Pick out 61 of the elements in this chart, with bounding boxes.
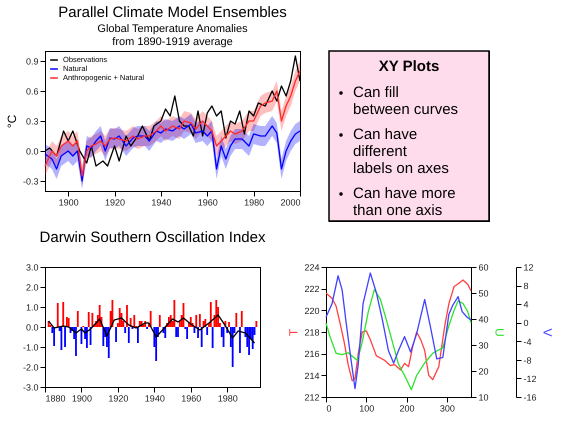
x-tick-label: 1960 — [198, 198, 218, 208]
x-tick-label: 1880 — [46, 394, 66, 404]
y2-tick-label: 20 — [478, 366, 489, 376]
y-tick-label: 212 — [304, 392, 320, 402]
x-tick-label: 300 — [440, 404, 455, 414]
text: from 1890-1919 average — [112, 36, 233, 48]
y3-tick-label: -12 — [524, 374, 537, 384]
y-tick-label: 220 — [304, 306, 320, 316]
text: XY Plots — [378, 58, 440, 75]
x-tick-label: 1900 — [72, 394, 92, 404]
chart-title: Darwin Southern Oscillation Index — [40, 229, 266, 246]
chart-title: Parallel Climate Model Ensembles — [58, 4, 287, 21]
y-tick-label: 0.0 — [26, 322, 38, 332]
y-tick-label: 3.0 — [26, 262, 38, 272]
y-tick-label: 0.9 — [26, 56, 38, 66]
y-tick-label: 218 — [304, 328, 320, 338]
y2-tick-label: 30 — [478, 340, 489, 350]
x-tick-label: 1980 — [218, 394, 238, 404]
x-tick-label: 1960 — [181, 394, 202, 404]
y3-tick-label: -4 — [524, 336, 532, 347]
y3-axis-title: V — [540, 328, 555, 337]
y3-tick-label: -16 — [524, 392, 537, 402]
y-tick-label: 0.3 — [26, 116, 38, 126]
x-tick-label: 1980 — [244, 198, 264, 208]
y-tick-label: -2.0 — [22, 362, 38, 372]
text: Can have different labels on axes — [353, 126, 449, 177]
y-tick-label: 0.6 — [26, 86, 38, 96]
y-tick-label: 2.0 — [26, 282, 38, 292]
y-tick-label: -0.3 — [22, 176, 38, 186]
y-tick-label: 222 — [304, 284, 320, 294]
y3-tick-label: 4 — [524, 300, 529, 310]
x-tick-label: 100 — [359, 404, 374, 414]
y3-tick-label: 12 — [524, 262, 534, 272]
y-tick-label: -3.0 — [22, 382, 38, 392]
x-tick-label: 1940 — [151, 198, 172, 208]
y2-tick-label: 10 — [478, 392, 489, 402]
y3-tick-label: 8 — [524, 281, 529, 292]
y-tick-label: -1.0 — [22, 342, 38, 352]
y2-tick-label: 60 — [478, 262, 489, 272]
y-tick-label: 1.0 — [26, 302, 38, 312]
y2-axis-title: U — [492, 328, 507, 337]
x-tick-label: 1920 — [105, 198, 126, 208]
y2-tick-label: 50 — [478, 288, 489, 298]
x-tick-label: 200 — [400, 404, 415, 414]
x-tick-label: 1920 — [108, 394, 128, 404]
x-tick-label: 0 — [326, 404, 332, 414]
y-tick-label: 214 — [304, 370, 320, 381]
y3-tick-label: 0 — [524, 318, 529, 328]
y2-tick-label: 40 — [478, 314, 489, 324]
y-axis-title: °C — [4, 114, 19, 128]
text: Can fill between curves — [353, 84, 458, 118]
x-tick-label: 1900 — [58, 198, 79, 208]
x-tick-label: 1940 — [144, 394, 165, 404]
y3-tick-label: -8 — [524, 355, 532, 366]
y-axis-title: T — [286, 328, 300, 336]
y-tick-label: 0.0 — [26, 146, 38, 156]
y-tick-label: 224 — [304, 262, 320, 272]
chart-subtitle: Global Temperature Anomalies — [97, 23, 248, 35]
x-tick-label: 2000 — [280, 198, 300, 208]
text: Can have more than one axis — [353, 185, 456, 219]
y-tick-label: 216 — [304, 349, 320, 360]
